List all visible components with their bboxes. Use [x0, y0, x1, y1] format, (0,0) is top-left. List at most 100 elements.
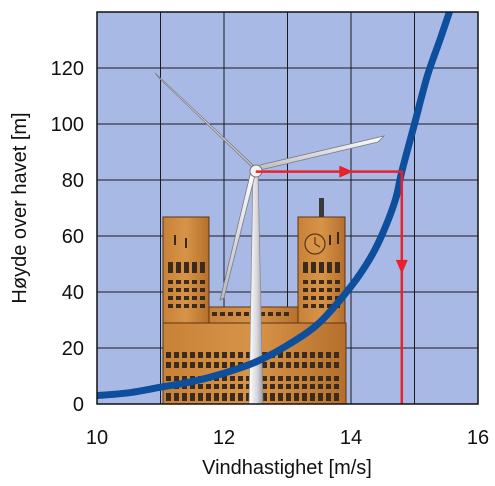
y-tick-label: 100: [51, 114, 84, 136]
x-tick-label: 16: [467, 427, 489, 449]
window: [270, 384, 275, 389]
window: [262, 384, 267, 389]
window: [206, 384, 211, 389]
window: [319, 304, 324, 308]
window: [200, 280, 205, 284]
window: [327, 288, 332, 292]
window: [262, 376, 267, 381]
window: [212, 312, 217, 316]
window: [230, 384, 235, 389]
tower-slits: [174, 232, 339, 248]
window: [168, 288, 173, 292]
window: [246, 384, 251, 389]
y-tick-label: 0: [73, 394, 84, 416]
x-axis-title: Vindhastighet [m/s]: [202, 457, 372, 479]
window: [176, 280, 181, 284]
window: [319, 262, 324, 273]
window: [220, 312, 225, 316]
window: [270, 362, 275, 368]
window: [278, 376, 283, 381]
window: [327, 304, 332, 308]
window: [176, 262, 181, 273]
window: [176, 296, 181, 300]
window: [303, 288, 308, 292]
window: [310, 362, 315, 368]
window: [182, 362, 187, 368]
window: [192, 296, 197, 300]
y-tick-label: 40: [62, 282, 84, 304]
window: [168, 262, 173, 273]
window: [327, 280, 332, 284]
window: [318, 376, 323, 381]
window: [166, 393, 171, 401]
window: [262, 393, 267, 401]
window: [200, 288, 205, 292]
window: [327, 296, 332, 300]
window: [230, 376, 235, 381]
window: [278, 384, 283, 389]
window: [303, 296, 308, 300]
window: [286, 376, 291, 381]
window: [319, 288, 324, 292]
window: [198, 352, 203, 358]
window: [319, 296, 324, 300]
window: [174, 393, 179, 401]
window: [198, 362, 203, 368]
window: [335, 280, 340, 284]
arrowhead-down: [395, 259, 408, 274]
window: [302, 362, 307, 368]
x-axis-ticks: 10 12 14 16: [86, 427, 489, 449]
window: [276, 312, 281, 316]
window: [310, 384, 315, 389]
x-tick-label: 12: [213, 427, 235, 449]
window: [335, 262, 340, 273]
window: [246, 376, 251, 381]
window: [334, 393, 339, 401]
window: [278, 362, 283, 368]
window: [303, 280, 308, 284]
y-tick-label: 120: [51, 58, 84, 80]
window: [334, 376, 339, 381]
window: [182, 376, 187, 381]
window: [166, 362, 171, 368]
window: [286, 393, 291, 401]
window: [302, 376, 307, 381]
x-tick-label: 10: [86, 427, 108, 449]
window: [214, 352, 219, 358]
window: [184, 296, 189, 300]
window: [294, 362, 299, 368]
window: [319, 280, 324, 284]
window: [311, 280, 316, 284]
y-tick-label: 60: [62, 226, 84, 248]
clock-icon: [304, 233, 326, 255]
plot-frame: [96, 11, 479, 405]
window: [182, 352, 187, 358]
window: [318, 384, 323, 389]
window: [286, 384, 291, 389]
window: [214, 362, 219, 368]
window: [311, 262, 316, 273]
window: [166, 352, 171, 358]
window: [192, 280, 197, 284]
window: [238, 393, 243, 401]
window: [238, 352, 243, 358]
y-tick-label: 80: [62, 170, 84, 192]
window: [192, 262, 197, 273]
window: [246, 352, 251, 358]
window: [174, 352, 179, 358]
window: [260, 312, 265, 316]
window: [334, 362, 339, 368]
window: [311, 288, 316, 292]
window: [302, 352, 307, 358]
window: [270, 393, 275, 401]
window: [278, 393, 283, 401]
window: [214, 384, 219, 389]
window: [230, 362, 235, 368]
window: [190, 362, 195, 368]
window: [184, 262, 189, 273]
window: [200, 296, 205, 300]
window: [222, 384, 227, 389]
window: [326, 362, 331, 368]
arrow-annotations: [255, 165, 408, 404]
